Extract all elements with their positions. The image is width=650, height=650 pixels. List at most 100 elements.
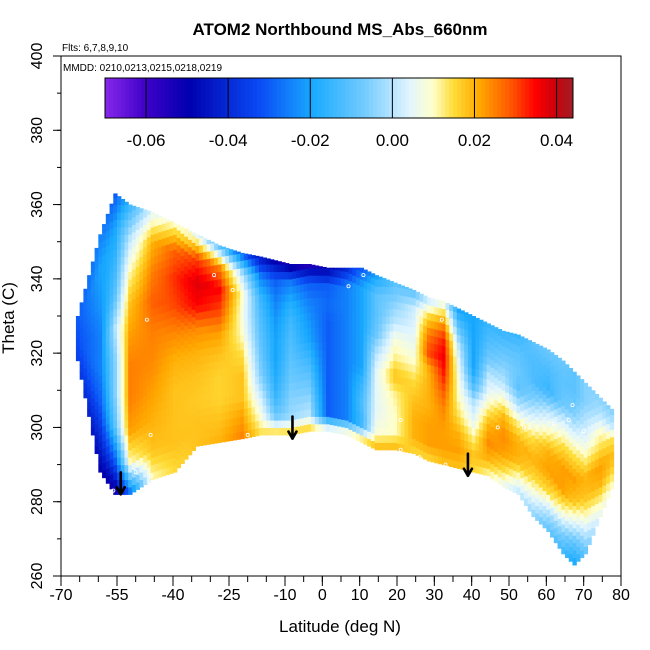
heatmap-cell bbox=[199, 304, 204, 313]
heatmap-cell bbox=[258, 330, 264, 339]
heatmap-cell bbox=[299, 380, 305, 389]
heatmap-cell bbox=[363, 377, 368, 386]
heatmap-cell bbox=[497, 350, 503, 359]
heatmap-cell bbox=[576, 457, 581, 466]
heatmap-cell bbox=[333, 350, 338, 359]
heatmap-cell bbox=[609, 451, 615, 460]
heatmap-cell bbox=[557, 459, 562, 468]
heatmap-cell bbox=[214, 279, 219, 288]
heatmap-cell bbox=[363, 288, 368, 297]
heatmap-cell bbox=[266, 397, 271, 406]
colorbar-segment bbox=[485, 78, 490, 118]
heatmap-cell bbox=[90, 420, 96, 429]
heatmap-cell bbox=[314, 282, 320, 291]
heatmap-cell bbox=[598, 509, 603, 518]
heatmap-cell bbox=[135, 311, 140, 320]
heatmap-cell bbox=[251, 317, 256, 326]
heatmap-cell bbox=[460, 394, 465, 403]
heatmap-cell bbox=[355, 267, 361, 271]
heatmap-cell bbox=[553, 416, 559, 425]
heatmap-cell bbox=[576, 442, 581, 451]
heatmap-cell bbox=[467, 441, 473, 450]
heatmap-cell bbox=[176, 371, 182, 380]
heatmap-cell bbox=[516, 472, 521, 481]
heatmap-cell bbox=[143, 417, 148, 426]
heatmap-cell bbox=[464, 462, 469, 471]
heatmap-cell bbox=[94, 394, 99, 403]
heatmap-cell bbox=[479, 319, 484, 326]
heatmap-cell bbox=[512, 395, 518, 404]
heatmap-cell bbox=[165, 355, 170, 364]
heatmap-cell bbox=[542, 475, 547, 484]
heatmap-cell bbox=[270, 353, 275, 362]
colorbar-segment bbox=[293, 78, 298, 118]
heatmap-cell bbox=[243, 304, 249, 313]
heatmap-cell bbox=[482, 400, 488, 409]
heatmap-cell bbox=[232, 410, 238, 419]
heatmap-cell bbox=[124, 219, 129, 228]
heatmap-cell bbox=[576, 516, 581, 525]
heatmap-cell bbox=[587, 395, 592, 404]
colorbar-segment bbox=[393, 78, 398, 118]
heatmap-cell bbox=[535, 349, 540, 358]
heatmap-cell bbox=[378, 353, 383, 362]
heatmap-cell bbox=[199, 236, 204, 238]
heatmap-cell bbox=[307, 386, 312, 395]
heatmap-cell bbox=[538, 420, 544, 429]
heatmap-cell bbox=[124, 286, 129, 295]
heatmap-cell bbox=[124, 234, 129, 243]
heatmap-cell bbox=[87, 290, 92, 299]
heatmap-cell bbox=[561, 531, 566, 540]
heatmap-cell bbox=[191, 435, 196, 444]
heatmap-cell bbox=[382, 278, 387, 287]
heatmap-cell bbox=[169, 235, 174, 244]
heatmap-cell bbox=[389, 434, 394, 443]
heatmap-cell bbox=[117, 345, 122, 354]
heatmap-cell bbox=[184, 332, 189, 341]
heatmap-cell bbox=[199, 244, 204, 253]
heatmap-cell bbox=[546, 397, 551, 406]
heatmap-cell bbox=[281, 271, 286, 280]
heatmap-cell bbox=[374, 412, 379, 421]
heatmap-cell bbox=[404, 287, 409, 290]
heatmap-cell bbox=[288, 338, 294, 347]
heatmap-cell bbox=[505, 473, 510, 482]
heatmap-cell bbox=[247, 362, 252, 371]
heatmap-cell bbox=[568, 405, 574, 414]
heatmap-cell bbox=[389, 338, 394, 347]
heatmap-cell bbox=[296, 277, 301, 286]
heatmap-cell bbox=[490, 352, 495, 361]
heatmap-cell bbox=[273, 345, 279, 354]
heatmap-cell bbox=[602, 410, 607, 419]
heatmap-cell bbox=[165, 437, 170, 446]
heatmap-cell bbox=[512, 485, 518, 494]
heatmap-cell bbox=[594, 459, 600, 468]
colorbar-segment bbox=[201, 78, 206, 118]
heatmap-cell bbox=[516, 390, 521, 399]
heatmap-cell bbox=[460, 357, 465, 366]
heatmap-cell bbox=[143, 454, 148, 463]
heatmap-cell bbox=[374, 301, 379, 310]
heatmap-cell bbox=[296, 396, 301, 405]
heatmap-cell bbox=[94, 431, 99, 440]
heatmap-cell bbox=[135, 251, 140, 260]
heatmap-cell bbox=[456, 401, 462, 410]
heatmap-cell bbox=[542, 408, 547, 417]
heatmap-cell bbox=[378, 434, 383, 443]
heatmap-cell bbox=[583, 472, 588, 481]
heatmap-cell bbox=[411, 416, 417, 425]
heatmap-cell bbox=[105, 379, 111, 388]
heatmap-cell bbox=[486, 323, 491, 328]
heatmap-cell bbox=[139, 479, 144, 488]
heatmap-cell bbox=[527, 377, 532, 386]
heatmap-cell bbox=[594, 481, 600, 490]
heatmap-cell bbox=[404, 288, 409, 297]
heatmap-cell bbox=[486, 364, 491, 373]
heatmap-cell bbox=[546, 353, 551, 362]
heatmap-cell bbox=[404, 347, 409, 356]
heatmap-cell bbox=[363, 436, 368, 445]
heatmap-cell bbox=[355, 329, 361, 338]
heatmap-cell bbox=[124, 212, 129, 221]
heatmap-cell bbox=[150, 271, 155, 280]
heatmap-cell bbox=[139, 219, 144, 228]
